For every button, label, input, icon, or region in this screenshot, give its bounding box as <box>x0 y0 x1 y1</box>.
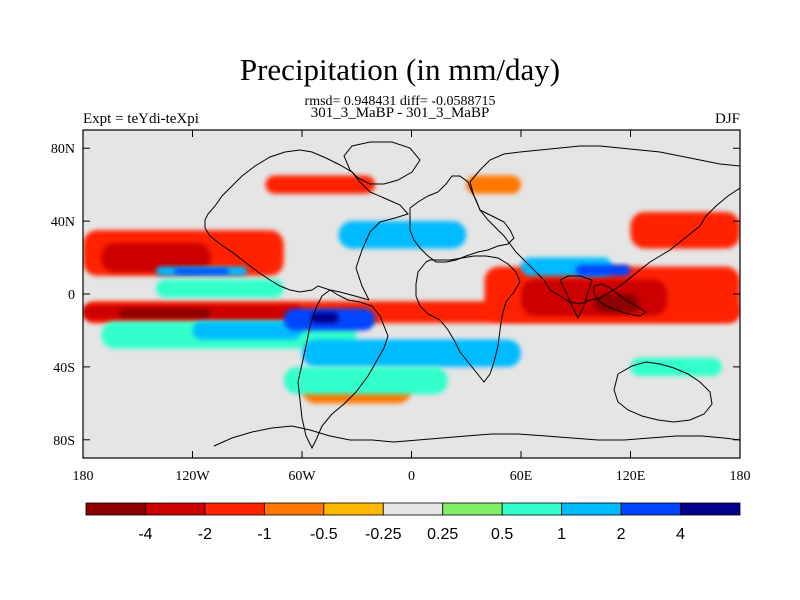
chart-title: Precipitation (in mm/day) <box>239 52 561 87</box>
colorbar-label-8: 2 <box>617 526 626 543</box>
x-tick-label-6: 180 <box>730 469 751 484</box>
colorbar-swatch-1 <box>145 502 206 516</box>
precip-region-15 <box>338 221 467 249</box>
y-tick-label-1: 40N <box>51 215 75 230</box>
colorbar: -4 -2 -1 -0.5 -0.25 0.25 0.5 1 2 4 <box>85 502 741 543</box>
coastline-africa <box>415 255 521 383</box>
colorbar-label-5: 0.25 <box>427 526 458 543</box>
coastline <box>204 141 740 450</box>
y-tick-label-2: 0 <box>68 288 75 303</box>
colorbar-swatch-10 <box>680 502 741 516</box>
x-tick-label-4: 60E <box>510 469 533 484</box>
precip-region-23 <box>283 366 448 395</box>
coastline-antarctica <box>213 425 740 447</box>
colorbar-swatch-6 <box>442 502 503 516</box>
coastline-north-america <box>204 149 409 301</box>
x-tick-label-1: 120W <box>175 469 210 484</box>
coastline-indian-peninsula <box>559 275 593 320</box>
precip-region-14 <box>156 279 284 298</box>
colorbar-label-4: -0.25 <box>365 526 402 543</box>
colorbar-label-2: -1 <box>257 526 271 543</box>
x-tick-label-3: 0 <box>408 469 415 484</box>
x-tick-label-0: 180 <box>73 469 94 484</box>
precip-region-2 <box>119 308 211 318</box>
colorbar-label-7: 1 <box>557 526 566 543</box>
precipitation-field <box>83 175 740 404</box>
colorbar-label-6: 0.5 <box>491 526 513 543</box>
coastline-greenland <box>343 141 421 185</box>
precip-region-4 <box>101 242 211 273</box>
colorbar-swatch-8 <box>561 502 622 516</box>
coastline-australia <box>613 361 713 423</box>
precip-region-7 <box>594 294 640 313</box>
case-label: 301_3_MaBP - 301_3_MaBP <box>310 105 490 121</box>
colorbar-swatch-0 <box>85 502 146 516</box>
coastline-south-america <box>297 289 389 450</box>
precip-region-8 <box>630 212 740 249</box>
colorbar-swatch-2 <box>204 502 265 516</box>
season-label: DJF <box>714 111 740 127</box>
precip-region-9 <box>265 175 375 194</box>
precip-region-24 <box>630 357 722 376</box>
colorbar-label-3: -0.5 <box>310 526 338 543</box>
precip-region-18 <box>302 339 521 367</box>
coastline-asia <box>469 145 740 305</box>
precip-region-6 <box>521 279 667 316</box>
precip-region-10 <box>466 175 521 194</box>
precip-region-20 <box>575 264 631 276</box>
y-tick-label-4: 80S <box>53 434 75 449</box>
colorbar-label-0: -4 <box>138 526 152 543</box>
precip-region-22 <box>174 268 229 274</box>
colorbar-swatch-5 <box>382 502 444 516</box>
colorbar-swatch-3 <box>263 502 325 516</box>
precip-region-17 <box>311 312 339 324</box>
colorbar-label-9: 4 <box>676 526 685 543</box>
colorbar-swatch-7 <box>501 502 563 516</box>
x-tick-label-2: 60W <box>288 469 316 484</box>
y-tick-label-0: 80N <box>51 142 75 157</box>
y-tick-label-3: 40S <box>53 361 75 376</box>
coastline-europe <box>409 175 515 263</box>
precip-region-13 <box>192 321 302 340</box>
coastline-maritime-continent <box>593 283 647 317</box>
colorbar-swatch-9 <box>620 502 681 516</box>
map-axes: 180 120W 60W 0 60E 120E 180 80N 40N 0 40S 80S <box>51 130 751 484</box>
colorbar-swatch-4 <box>323 502 384 516</box>
colorbar-label-1: -2 <box>198 526 212 543</box>
x-tick-label-5: 120E <box>616 469 646 484</box>
rmsd-diff-stats: rmsd= 0.948431 diff= -0.0588715 <box>304 94 496 109</box>
experiment-label: Expt = teYdi-teXpi <box>83 111 199 127</box>
